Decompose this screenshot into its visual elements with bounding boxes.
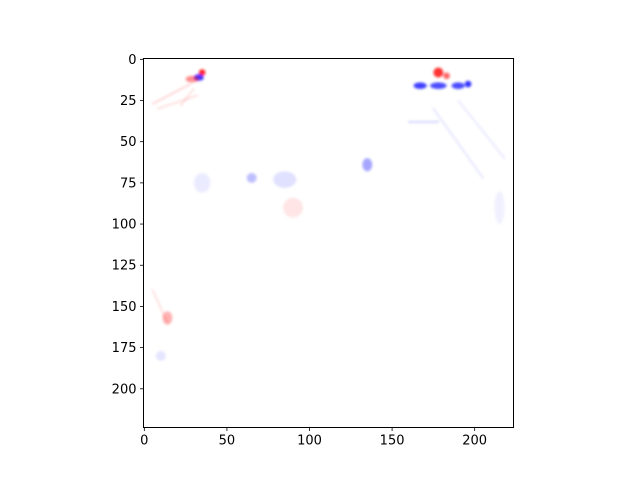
y-tick-label: 50 bbox=[120, 135, 137, 150]
heatmap-feature bbox=[494, 191, 505, 225]
heatmap-feature bbox=[246, 172, 257, 183]
x-tick-label: 0 bbox=[140, 434, 148, 449]
heatmap-feature bbox=[155, 350, 166, 361]
y-tick-label: 125 bbox=[112, 259, 137, 274]
heatmap-feature bbox=[151, 83, 192, 105]
y-tick-label: 0 bbox=[128, 53, 136, 68]
axis-ticks: 0 50 100 150 200 0 25 50 75 100 125 150 175 200 bbox=[112, 53, 487, 449]
heatmap-feature bbox=[179, 88, 195, 107]
heatmap-feature bbox=[464, 80, 472, 88]
heatmap-feature bbox=[156, 94, 198, 110]
heatmap-feature bbox=[193, 172, 211, 193]
heatmap-feature bbox=[283, 197, 303, 218]
y-tick-label: 25 bbox=[120, 94, 137, 109]
heatmap-feature bbox=[430, 82, 447, 89]
heatmap-feature bbox=[162, 311, 173, 325]
heatmap-feature bbox=[413, 82, 427, 89]
x-tick-label: 50 bbox=[219, 434, 236, 449]
plot-frame bbox=[143, 58, 514, 428]
x-tick-label: 100 bbox=[297, 434, 322, 449]
heatmap-feature bbox=[362, 158, 373, 172]
heatmap-feature bbox=[273, 171, 297, 188]
y-tick-label: 150 bbox=[112, 300, 137, 315]
heatmap-feature bbox=[185, 75, 199, 83]
y-tick-label: 75 bbox=[120, 176, 137, 191]
heatmap-feature bbox=[433, 67, 444, 78]
heatmap-feature bbox=[432, 107, 484, 179]
y-tick-label: 100 bbox=[112, 218, 137, 233]
y-tick-label: 175 bbox=[112, 341, 137, 356]
heatmap-plot-area bbox=[143, 58, 514, 428]
heatmap-feature bbox=[457, 99, 506, 159]
heatmap-feature bbox=[443, 72, 450, 80]
y-tick-label: 200 bbox=[112, 382, 137, 397]
heatmap-image bbox=[143, 58, 514, 428]
x-tick-label: 150 bbox=[380, 434, 405, 449]
heatmap-feature bbox=[151, 289, 169, 324]
heatmap-feature bbox=[198, 69, 206, 76]
heatmap-feature bbox=[451, 82, 465, 89]
x-tick-label: 200 bbox=[462, 434, 487, 449]
